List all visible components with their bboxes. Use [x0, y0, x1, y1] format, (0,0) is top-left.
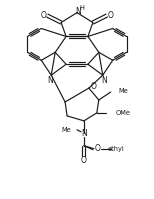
Text: N: N: [81, 129, 87, 138]
Text: O: O: [81, 156, 87, 165]
Text: OMe: OMe: [116, 110, 131, 116]
Text: O: O: [95, 144, 101, 153]
Text: O: O: [40, 11, 46, 20]
Text: ethyl: ethyl: [107, 146, 124, 152]
Text: N: N: [47, 76, 53, 85]
Text: Me: Me: [119, 88, 128, 94]
Text: H: H: [79, 5, 84, 11]
Text: N: N: [75, 7, 81, 16]
Text: N: N: [101, 76, 107, 85]
Text: O: O: [108, 11, 114, 20]
Text: O: O: [91, 82, 97, 91]
Text: Me: Me: [61, 127, 71, 133]
